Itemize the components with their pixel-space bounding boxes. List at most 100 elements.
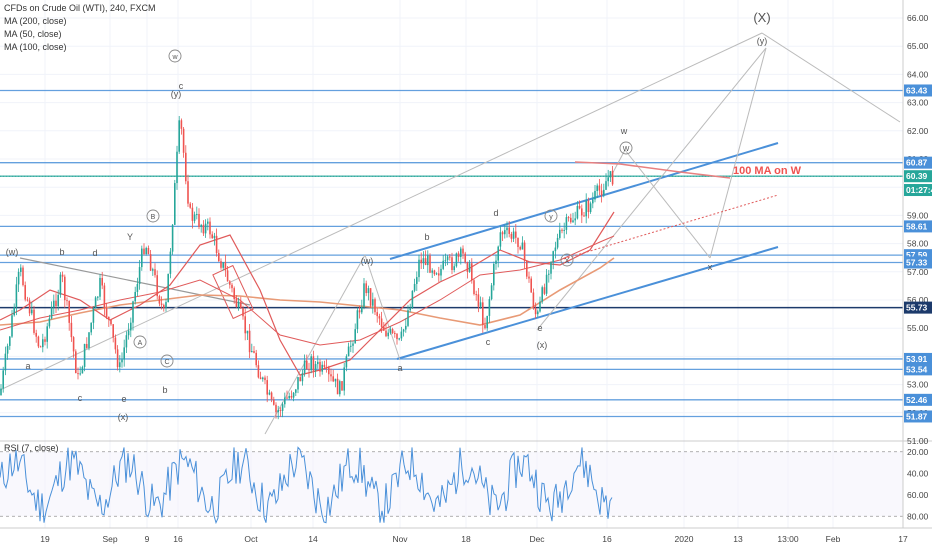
candle-body bbox=[462, 248, 464, 254]
candle-body bbox=[262, 377, 264, 380]
time-tick-label: 16 bbox=[173, 534, 183, 544]
candle-body bbox=[611, 171, 614, 185]
candle-body bbox=[189, 203, 191, 208]
candle-body bbox=[581, 208, 583, 216]
candle-body bbox=[455, 253, 458, 267]
candle-body bbox=[112, 324, 114, 338]
price-tag-label: 58.61 bbox=[906, 221, 928, 231]
wave-circle bbox=[560, 253, 574, 267]
candle-body bbox=[361, 306, 363, 313]
candle-body bbox=[169, 251, 172, 274]
candle-body bbox=[398, 338, 400, 340]
candle-body bbox=[374, 299, 376, 313]
price-tick-label: 65.00 bbox=[907, 41, 929, 51]
candle-body bbox=[39, 346, 42, 348]
candle-body bbox=[92, 308, 95, 323]
candle-body bbox=[176, 151, 178, 184]
price-tick-label: 58.00 bbox=[907, 239, 929, 249]
candle-body bbox=[365, 283, 367, 294]
candle-body bbox=[391, 329, 394, 333]
rsi-tick-label: 80.00 bbox=[907, 511, 929, 521]
wave-label: B bbox=[151, 214, 156, 221]
candle-body bbox=[277, 410, 279, 413]
candle-body bbox=[587, 200, 590, 213]
candle-body bbox=[259, 377, 262, 380]
candle-body bbox=[515, 231, 517, 238]
candle-body bbox=[88, 332, 90, 348]
candle-body bbox=[141, 248, 143, 268]
candle-body bbox=[468, 263, 471, 272]
candle-body bbox=[314, 364, 317, 371]
candle-body bbox=[198, 213, 200, 227]
candle-body bbox=[35, 332, 37, 337]
candle-body bbox=[44, 339, 46, 342]
candle-body bbox=[75, 351, 77, 374]
candle-body bbox=[81, 366, 84, 374]
candle-body bbox=[594, 191, 596, 200]
candle-body bbox=[330, 374, 332, 377]
candle-body bbox=[358, 310, 361, 313]
candle-body bbox=[473, 280, 475, 295]
candle-body bbox=[180, 120, 183, 129]
wave-label: y bbox=[549, 214, 553, 221]
candle-body bbox=[83, 343, 86, 367]
candle-body bbox=[174, 183, 176, 225]
time-tick-label: Dec bbox=[529, 534, 545, 544]
candle-body bbox=[501, 232, 504, 235]
wave-circle bbox=[168, 49, 182, 63]
candle-body bbox=[464, 253, 466, 263]
rsi-tick-label: 20.00 bbox=[907, 447, 929, 457]
candle-body bbox=[132, 301, 134, 323]
candle-body bbox=[17, 271, 20, 285]
candle-body bbox=[9, 336, 11, 346]
rsi-line bbox=[0, 446, 613, 525]
candle-body bbox=[369, 288, 372, 306]
projection-line bbox=[624, 149, 711, 259]
projection-line bbox=[709, 47, 767, 259]
candle-body bbox=[460, 248, 462, 258]
price-tag-bg bbox=[904, 410, 932, 423]
price-tag-label: 60.39 bbox=[906, 171, 928, 181]
candle-body bbox=[471, 263, 473, 281]
candle-body bbox=[534, 307, 537, 315]
candle-body bbox=[242, 308, 244, 317]
price-tag-bg bbox=[904, 184, 932, 197]
candle-body bbox=[332, 376, 334, 382]
rsi-tick-label: 60.00 bbox=[907, 490, 929, 500]
candle-body bbox=[578, 205, 581, 209]
candle-body bbox=[114, 337, 117, 350]
candle-body bbox=[387, 332, 389, 337]
price-tick-label: 55.00 bbox=[907, 323, 929, 333]
candle-body bbox=[147, 247, 150, 255]
candle-body bbox=[583, 215, 585, 217]
wave-label: e bbox=[121, 394, 126, 404]
candle-body bbox=[550, 262, 552, 274]
candle-body bbox=[22, 267, 24, 286]
candle-body bbox=[336, 378, 339, 395]
candle-body bbox=[61, 274, 64, 277]
candle-body bbox=[281, 404, 284, 411]
candle-body bbox=[420, 259, 422, 264]
candle-body bbox=[123, 347, 125, 360]
price-tag-label: 63.43 bbox=[906, 85, 928, 95]
price-tag-bg bbox=[904, 256, 932, 269]
candle-body bbox=[240, 301, 242, 309]
candle-body bbox=[552, 251, 554, 263]
candle-body bbox=[312, 356, 315, 371]
candle-body bbox=[402, 329, 405, 332]
candle-body bbox=[235, 299, 238, 308]
candle-body bbox=[435, 273, 438, 275]
wave-label: b bbox=[424, 232, 429, 242]
price-tag-bg bbox=[904, 352, 932, 365]
projection-line bbox=[0, 32, 763, 391]
candle-body bbox=[187, 181, 189, 204]
legend-ma50: MA (50, close) bbox=[4, 29, 62, 39]
time-tick-label: Oct bbox=[244, 534, 258, 544]
projection-line bbox=[536, 47, 767, 331]
price-tag-label: 51.87 bbox=[906, 411, 928, 421]
candle-body bbox=[48, 318, 51, 327]
candle-body bbox=[55, 300, 57, 307]
candle-body bbox=[37, 336, 40, 347]
candle-body bbox=[244, 316, 246, 334]
